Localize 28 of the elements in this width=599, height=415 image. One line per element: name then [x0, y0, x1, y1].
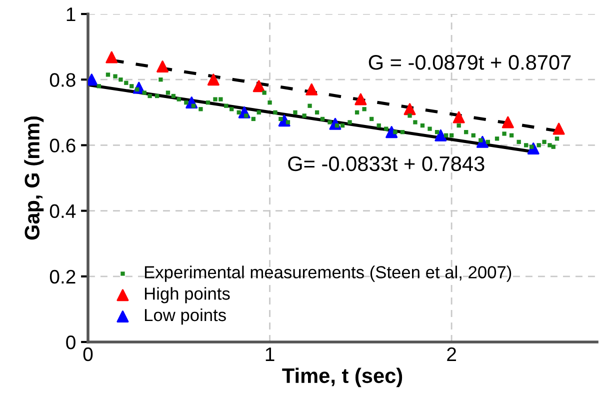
x-tick-label: 2	[447, 347, 456, 361]
annotation: G= -0.0833t + 0.7843	[288, 156, 484, 172]
point	[434, 129, 447, 142]
y-tick-label: 0.6	[50, 138, 76, 152]
x-tick-label: 1	[266, 348, 274, 361]
point	[306, 83, 318, 96]
point	[156, 60, 169, 72]
legend-label: High points	[144, 287, 230, 304]
point	[386, 126, 398, 138]
y-tick-label: 0.8	[50, 73, 76, 87]
x-tick-label: 0	[83, 347, 93, 362]
y-tick-label: 0.4	[50, 204, 76, 218]
point	[552, 122, 565, 135]
point	[452, 111, 465, 124]
point	[106, 51, 118, 64]
annotation: G = -0.0879t + 0.8707	[368, 55, 571, 70]
legend-label: Experimental measurements (Steen et al, 2007)	[144, 266, 512, 282]
point	[354, 93, 367, 106]
x-axis-title: Time, t (sec)	[282, 368, 402, 388]
point	[207, 74, 220, 86]
point	[252, 80, 265, 92]
y-axis-title: Gap, G (mm)	[24, 116, 44, 240]
y-tick-label: 0.2	[50, 270, 76, 284]
legend-label: Low points	[144, 308, 226, 325]
y-tick-label: 0	[66, 335, 76, 350]
point	[502, 116, 514, 128]
y-tick-label: 1	[66, 8, 76, 22]
point	[404, 103, 416, 116]
